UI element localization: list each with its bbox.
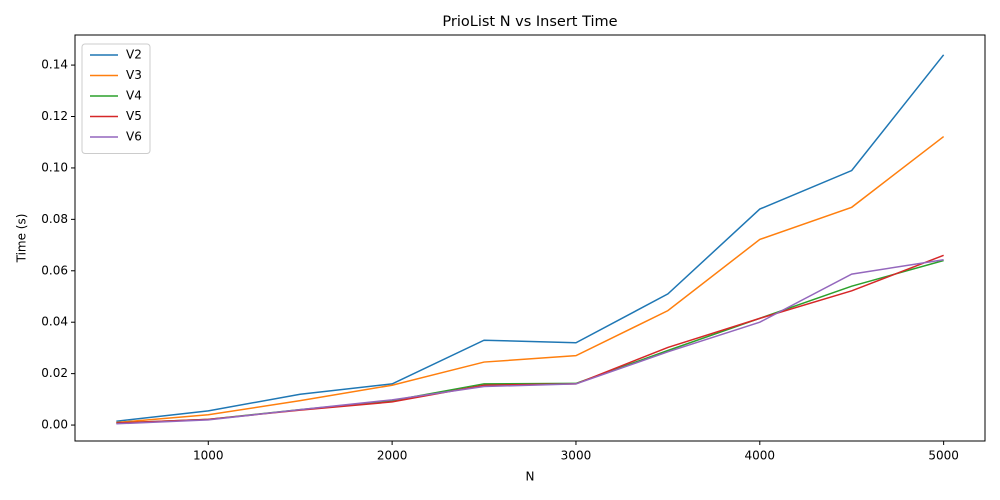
legend-label: V6 [126, 130, 142, 144]
legend-label: V5 [126, 109, 142, 123]
series-line [116, 54, 945, 422]
y-axis-label: Time (s) [15, 214, 29, 264]
x-tick-label: 4000 [745, 449, 776, 463]
y-tick-label: 0.08 [41, 212, 68, 226]
legend-box [81, 43, 151, 154]
legend-label: V3 [126, 68, 142, 82]
series-line [116, 135, 945, 424]
y-tick-label: 0.02 [41, 366, 68, 380]
x-axis-label: N [526, 470, 535, 484]
series-line [116, 258, 944, 425]
chart-title: PrioList N vs Insert Time [442, 14, 617, 30]
x-tick-label: 2000 [377, 449, 408, 463]
y-tick-label: 0.04 [41, 315, 68, 329]
x-tick-label: 1000 [193, 449, 224, 463]
x-tick-label: 3000 [561, 449, 592, 463]
y-tick-label: 0.06 [41, 263, 68, 277]
x-tick-label: 5000 [928, 449, 959, 463]
y-tick-label: 0.00 [41, 418, 68, 432]
y-tick-label: 0.12 [41, 109, 68, 123]
plot-frame [74, 34, 986, 442]
y-tick-label: 0.10 [41, 160, 68, 174]
series-line [116, 254, 944, 424]
legend-label: V4 [126, 89, 142, 103]
y-tick-label: 0.14 [41, 58, 68, 72]
legend-label: V2 [126, 48, 142, 62]
